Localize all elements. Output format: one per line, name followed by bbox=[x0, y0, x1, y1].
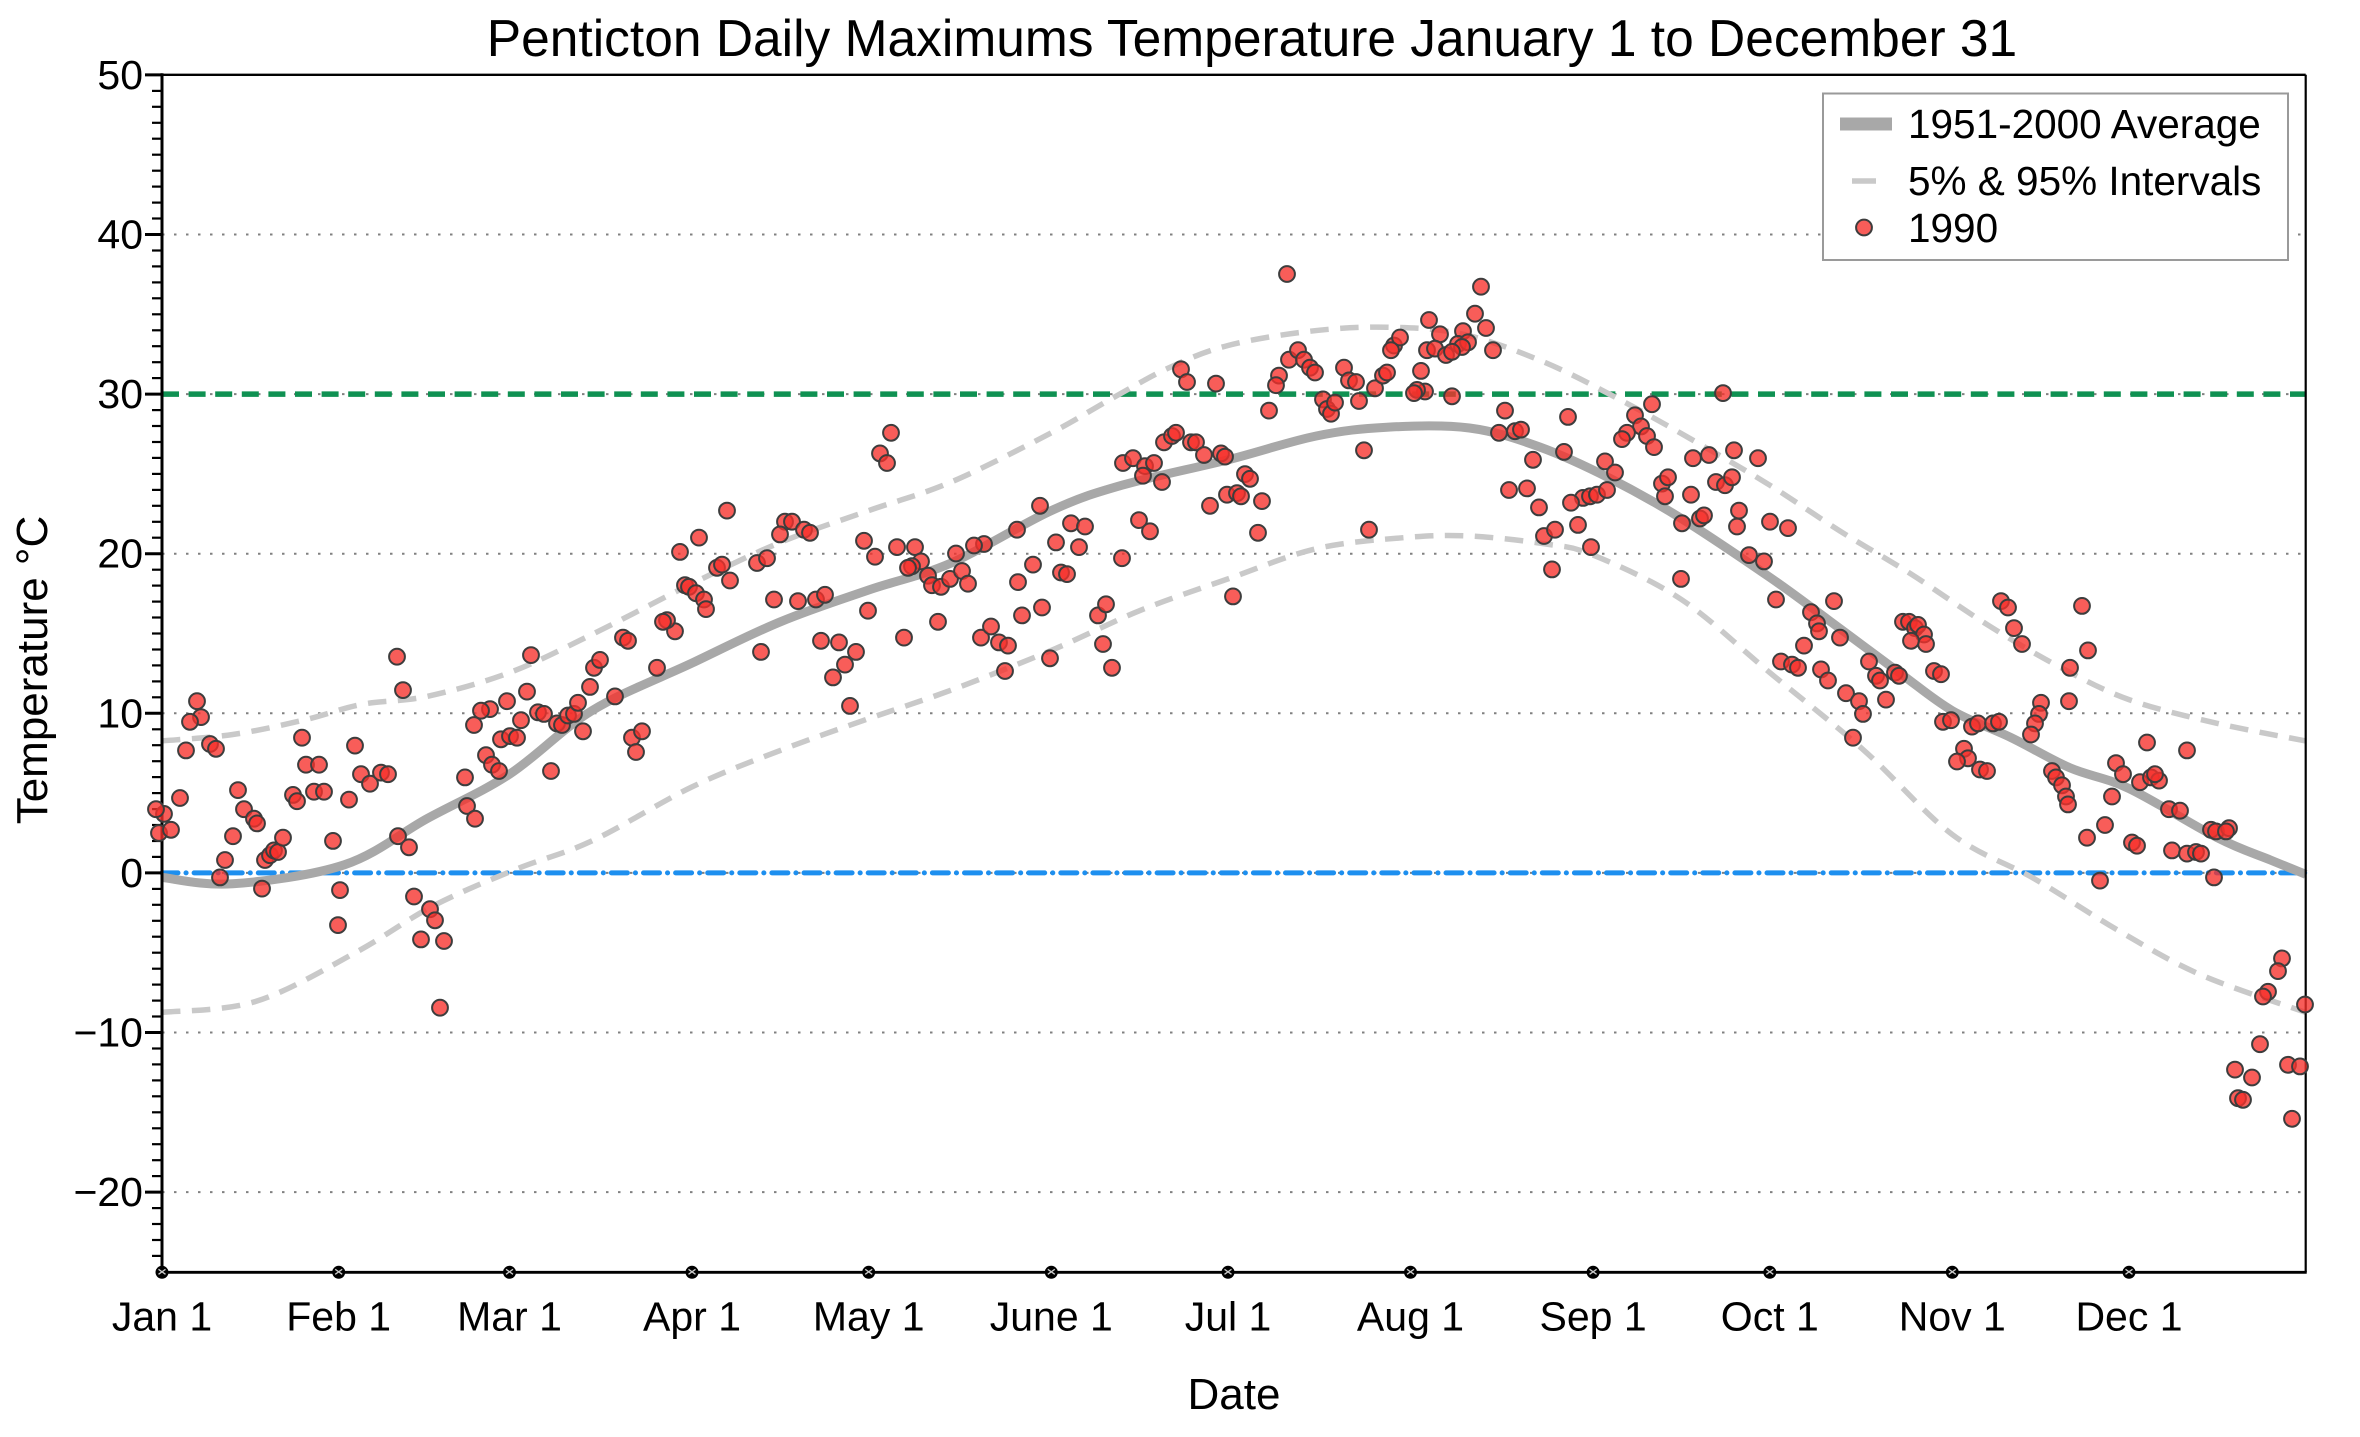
svg-text:0: 0 bbox=[120, 850, 143, 896]
svg-text:Oct 1: Oct 1 bbox=[1721, 1294, 1819, 1340]
svg-text:June 1: June 1 bbox=[990, 1294, 1113, 1340]
svg-text:Date: Date bbox=[1188, 1370, 1281, 1419]
svg-text:Feb 1: Feb 1 bbox=[286, 1294, 391, 1340]
svg-text:Nov 1: Nov 1 bbox=[1899, 1294, 2006, 1340]
svg-text:Jul 1: Jul 1 bbox=[1185, 1294, 1272, 1340]
svg-text:30: 30 bbox=[97, 371, 143, 417]
svg-text:10: 10 bbox=[97, 690, 143, 736]
svg-text:Sep 1: Sep 1 bbox=[1540, 1294, 1647, 1340]
svg-text:Temperature °C: Temperature °C bbox=[8, 516, 57, 825]
svg-text:Penticton Daily Maximums Tempe: Penticton Daily Maximums Temperature Jan… bbox=[487, 9, 2017, 67]
svg-text:Mar 1: Mar 1 bbox=[457, 1294, 562, 1340]
svg-text:20: 20 bbox=[97, 531, 143, 577]
svg-text:Dec 1: Dec 1 bbox=[2075, 1294, 2182, 1340]
svg-text:Aug 1: Aug 1 bbox=[1357, 1294, 1464, 1340]
svg-text:40: 40 bbox=[97, 212, 143, 258]
svg-text:May 1: May 1 bbox=[813, 1294, 925, 1340]
svg-text:50: 50 bbox=[97, 52, 143, 98]
svg-text:1951-2000 Average: 1951-2000 Average bbox=[1908, 101, 2261, 147]
svg-text:5% & 95% Intervals: 5% & 95% Intervals bbox=[1908, 158, 2261, 204]
svg-text:Jan 1: Jan 1 bbox=[112, 1294, 212, 1340]
svg-text:−20: −20 bbox=[73, 1169, 143, 1215]
svg-text:Apr 1: Apr 1 bbox=[643, 1294, 741, 1340]
svg-text:−10: −10 bbox=[73, 1010, 143, 1056]
svg-text:1990: 1990 bbox=[1908, 205, 1998, 251]
